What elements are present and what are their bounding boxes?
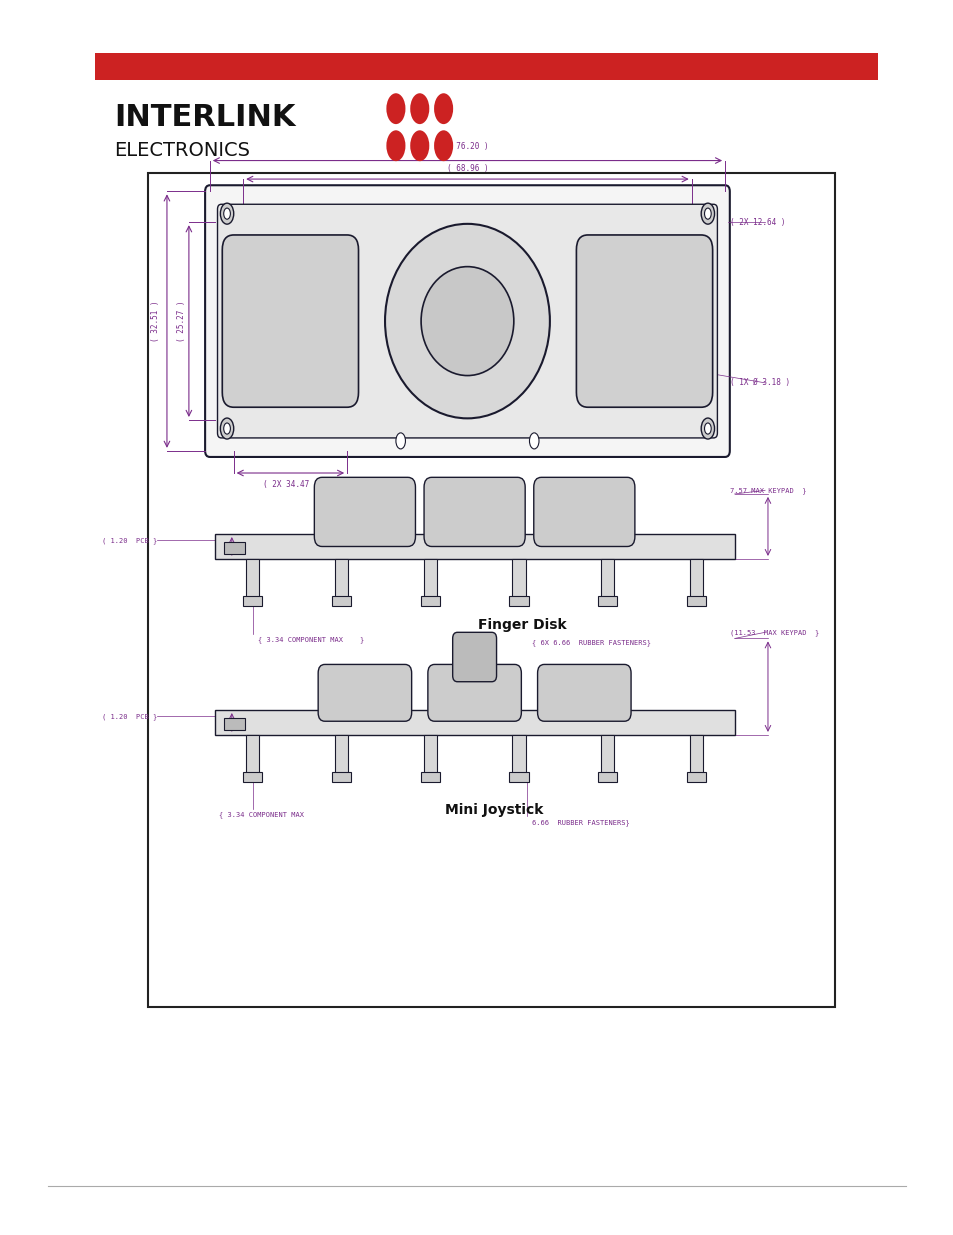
Text: ( 25.27 ): ( 25.27 ): [176, 300, 186, 342]
Text: { 6X 6.66  RUBBER FASTENERS}: { 6X 6.66 RUBBER FASTENERS}: [531, 640, 650, 646]
FancyBboxPatch shape: [537, 664, 631, 721]
Bar: [224, 718, 245, 730]
Bar: [512, 559, 525, 599]
Ellipse shape: [223, 209, 230, 220]
Ellipse shape: [386, 94, 405, 125]
Ellipse shape: [395, 433, 405, 450]
Bar: [214, 534, 734, 558]
Ellipse shape: [386, 131, 405, 162]
Ellipse shape: [223, 422, 230, 435]
Bar: [420, 597, 439, 606]
Ellipse shape: [434, 94, 453, 125]
Bar: [246, 735, 259, 774]
Bar: [423, 735, 436, 774]
Bar: [423, 559, 436, 599]
Text: INTERLINK: INTERLINK: [114, 103, 295, 132]
Text: 7.57 MAX KEYPAD  }: 7.57 MAX KEYPAD }: [729, 487, 805, 494]
Bar: [686, 597, 705, 606]
Text: ( 1.20  PCB }: ( 1.20 PCB }: [102, 537, 157, 543]
Ellipse shape: [420, 267, 514, 375]
Ellipse shape: [700, 417, 714, 438]
Bar: [689, 559, 702, 599]
Bar: [600, 735, 614, 774]
Bar: [148, 173, 834, 1007]
Bar: [214, 710, 734, 735]
Bar: [689, 735, 702, 774]
Bar: [246, 559, 259, 599]
Text: ( 32.51 ): ( 32.51 ): [151, 300, 160, 342]
Text: ( 1.20  PCB }: ( 1.20 PCB }: [102, 713, 157, 720]
FancyBboxPatch shape: [314, 478, 415, 546]
Ellipse shape: [703, 422, 711, 435]
Text: ( 2X 34.47 ): ( 2X 34.47 ): [262, 480, 317, 489]
Bar: [335, 735, 348, 774]
FancyBboxPatch shape: [318, 664, 412, 721]
Bar: [95, 53, 877, 80]
Bar: [509, 772, 528, 782]
Ellipse shape: [703, 209, 711, 220]
Bar: [600, 559, 614, 599]
Text: ( 76.20 ): ( 76.20 ): [446, 142, 488, 151]
Ellipse shape: [410, 131, 429, 162]
Bar: [332, 597, 351, 606]
Bar: [509, 597, 528, 606]
Ellipse shape: [700, 204, 714, 225]
Text: Finger Disk: Finger Disk: [477, 618, 566, 631]
Ellipse shape: [434, 131, 453, 162]
Bar: [686, 772, 705, 782]
Ellipse shape: [410, 94, 429, 125]
Ellipse shape: [220, 417, 233, 438]
FancyBboxPatch shape: [576, 235, 712, 408]
Text: Mini Joystick: Mini Joystick: [444, 803, 542, 816]
Text: { 3.34 COMPONENT MAX    }: { 3.34 COMPONENT MAX }: [257, 636, 363, 642]
FancyBboxPatch shape: [452, 632, 496, 682]
Bar: [243, 772, 262, 782]
Bar: [598, 597, 617, 606]
Bar: [598, 772, 617, 782]
FancyBboxPatch shape: [222, 235, 358, 408]
Bar: [224, 541, 245, 553]
Bar: [335, 559, 348, 599]
Text: ( 2X 12.64 ): ( 2X 12.64 ): [729, 217, 784, 227]
Bar: [243, 597, 262, 606]
Ellipse shape: [385, 224, 549, 419]
FancyBboxPatch shape: [423, 478, 524, 546]
Text: (11.53  MAX KEYPAD  }: (11.53 MAX KEYPAD }: [729, 629, 819, 636]
Text: 6.66  RUBBER FASTENERS}: 6.66 RUBBER FASTENERS}: [531, 819, 629, 825]
FancyBboxPatch shape: [427, 664, 520, 721]
Bar: [420, 772, 439, 782]
Text: { 3.34 COMPONENT MAX: { 3.34 COMPONENT MAX: [219, 811, 304, 818]
Text: ( 68.96 ): ( 68.96 ): [446, 164, 488, 173]
Bar: [512, 735, 525, 774]
Ellipse shape: [220, 204, 233, 225]
Ellipse shape: [529, 433, 538, 450]
FancyBboxPatch shape: [217, 204, 717, 438]
FancyBboxPatch shape: [534, 478, 635, 546]
Bar: [332, 772, 351, 782]
Text: ELECTRONICS: ELECTRONICS: [114, 141, 251, 161]
FancyBboxPatch shape: [205, 185, 729, 457]
Text: ( 1X Ø 3.18 ): ( 1X Ø 3.18 ): [729, 378, 789, 388]
